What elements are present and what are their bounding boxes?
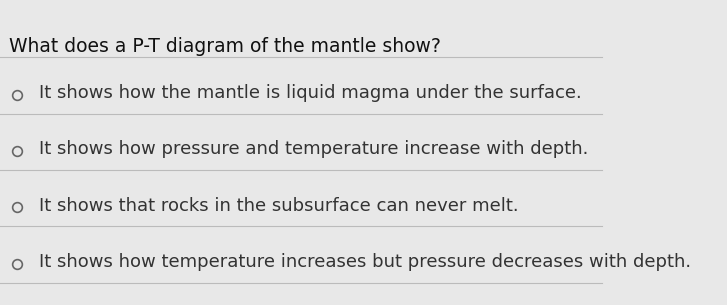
Text: It shows how pressure and temperature increase with depth.: It shows how pressure and temperature in… xyxy=(39,140,588,159)
Text: It shows how the mantle is liquid magma under the surface.: It shows how the mantle is liquid magma … xyxy=(39,84,582,102)
Text: It shows that rocks in the subsurface can never melt.: It shows that rocks in the subsurface ca… xyxy=(39,197,519,215)
Text: What does a P-T diagram of the mantle show?: What does a P-T diagram of the mantle sh… xyxy=(9,37,441,56)
Text: It shows how temperature increases but pressure decreases with depth.: It shows how temperature increases but p… xyxy=(39,253,691,271)
